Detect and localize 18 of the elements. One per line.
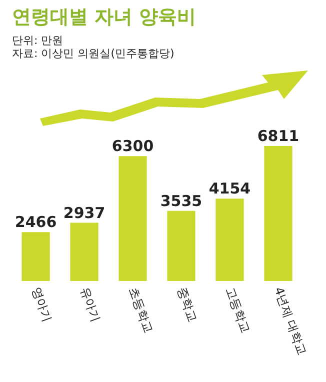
bar: [118, 156, 147, 281]
x-tick-label: 4년제 대학교: [272, 285, 310, 358]
data-label: 3535: [160, 192, 202, 210]
chart-title: 연령대별 자녀 양육비: [12, 6, 196, 28]
data-label: 6811: [257, 127, 300, 145]
data-label: 2937: [63, 204, 106, 222]
x-tick-label: 중학교: [174, 285, 200, 324]
bar: [167, 210, 196, 281]
bar: [264, 146, 292, 281]
chart-subtitle: 단위: 만원: [12, 34, 64, 47]
text: 자료: 이상민 의원실(민주통합당): [12, 47, 174, 60]
bar: [70, 222, 98, 281]
bar: [216, 198, 244, 281]
data-label: 2466: [14, 213, 57, 232]
data-label: 6300: [112, 137, 154, 156]
bar: [22, 232, 50, 281]
x-tick-label: 영아기: [29, 285, 55, 324]
data-label: 4154: [208, 180, 251, 198]
